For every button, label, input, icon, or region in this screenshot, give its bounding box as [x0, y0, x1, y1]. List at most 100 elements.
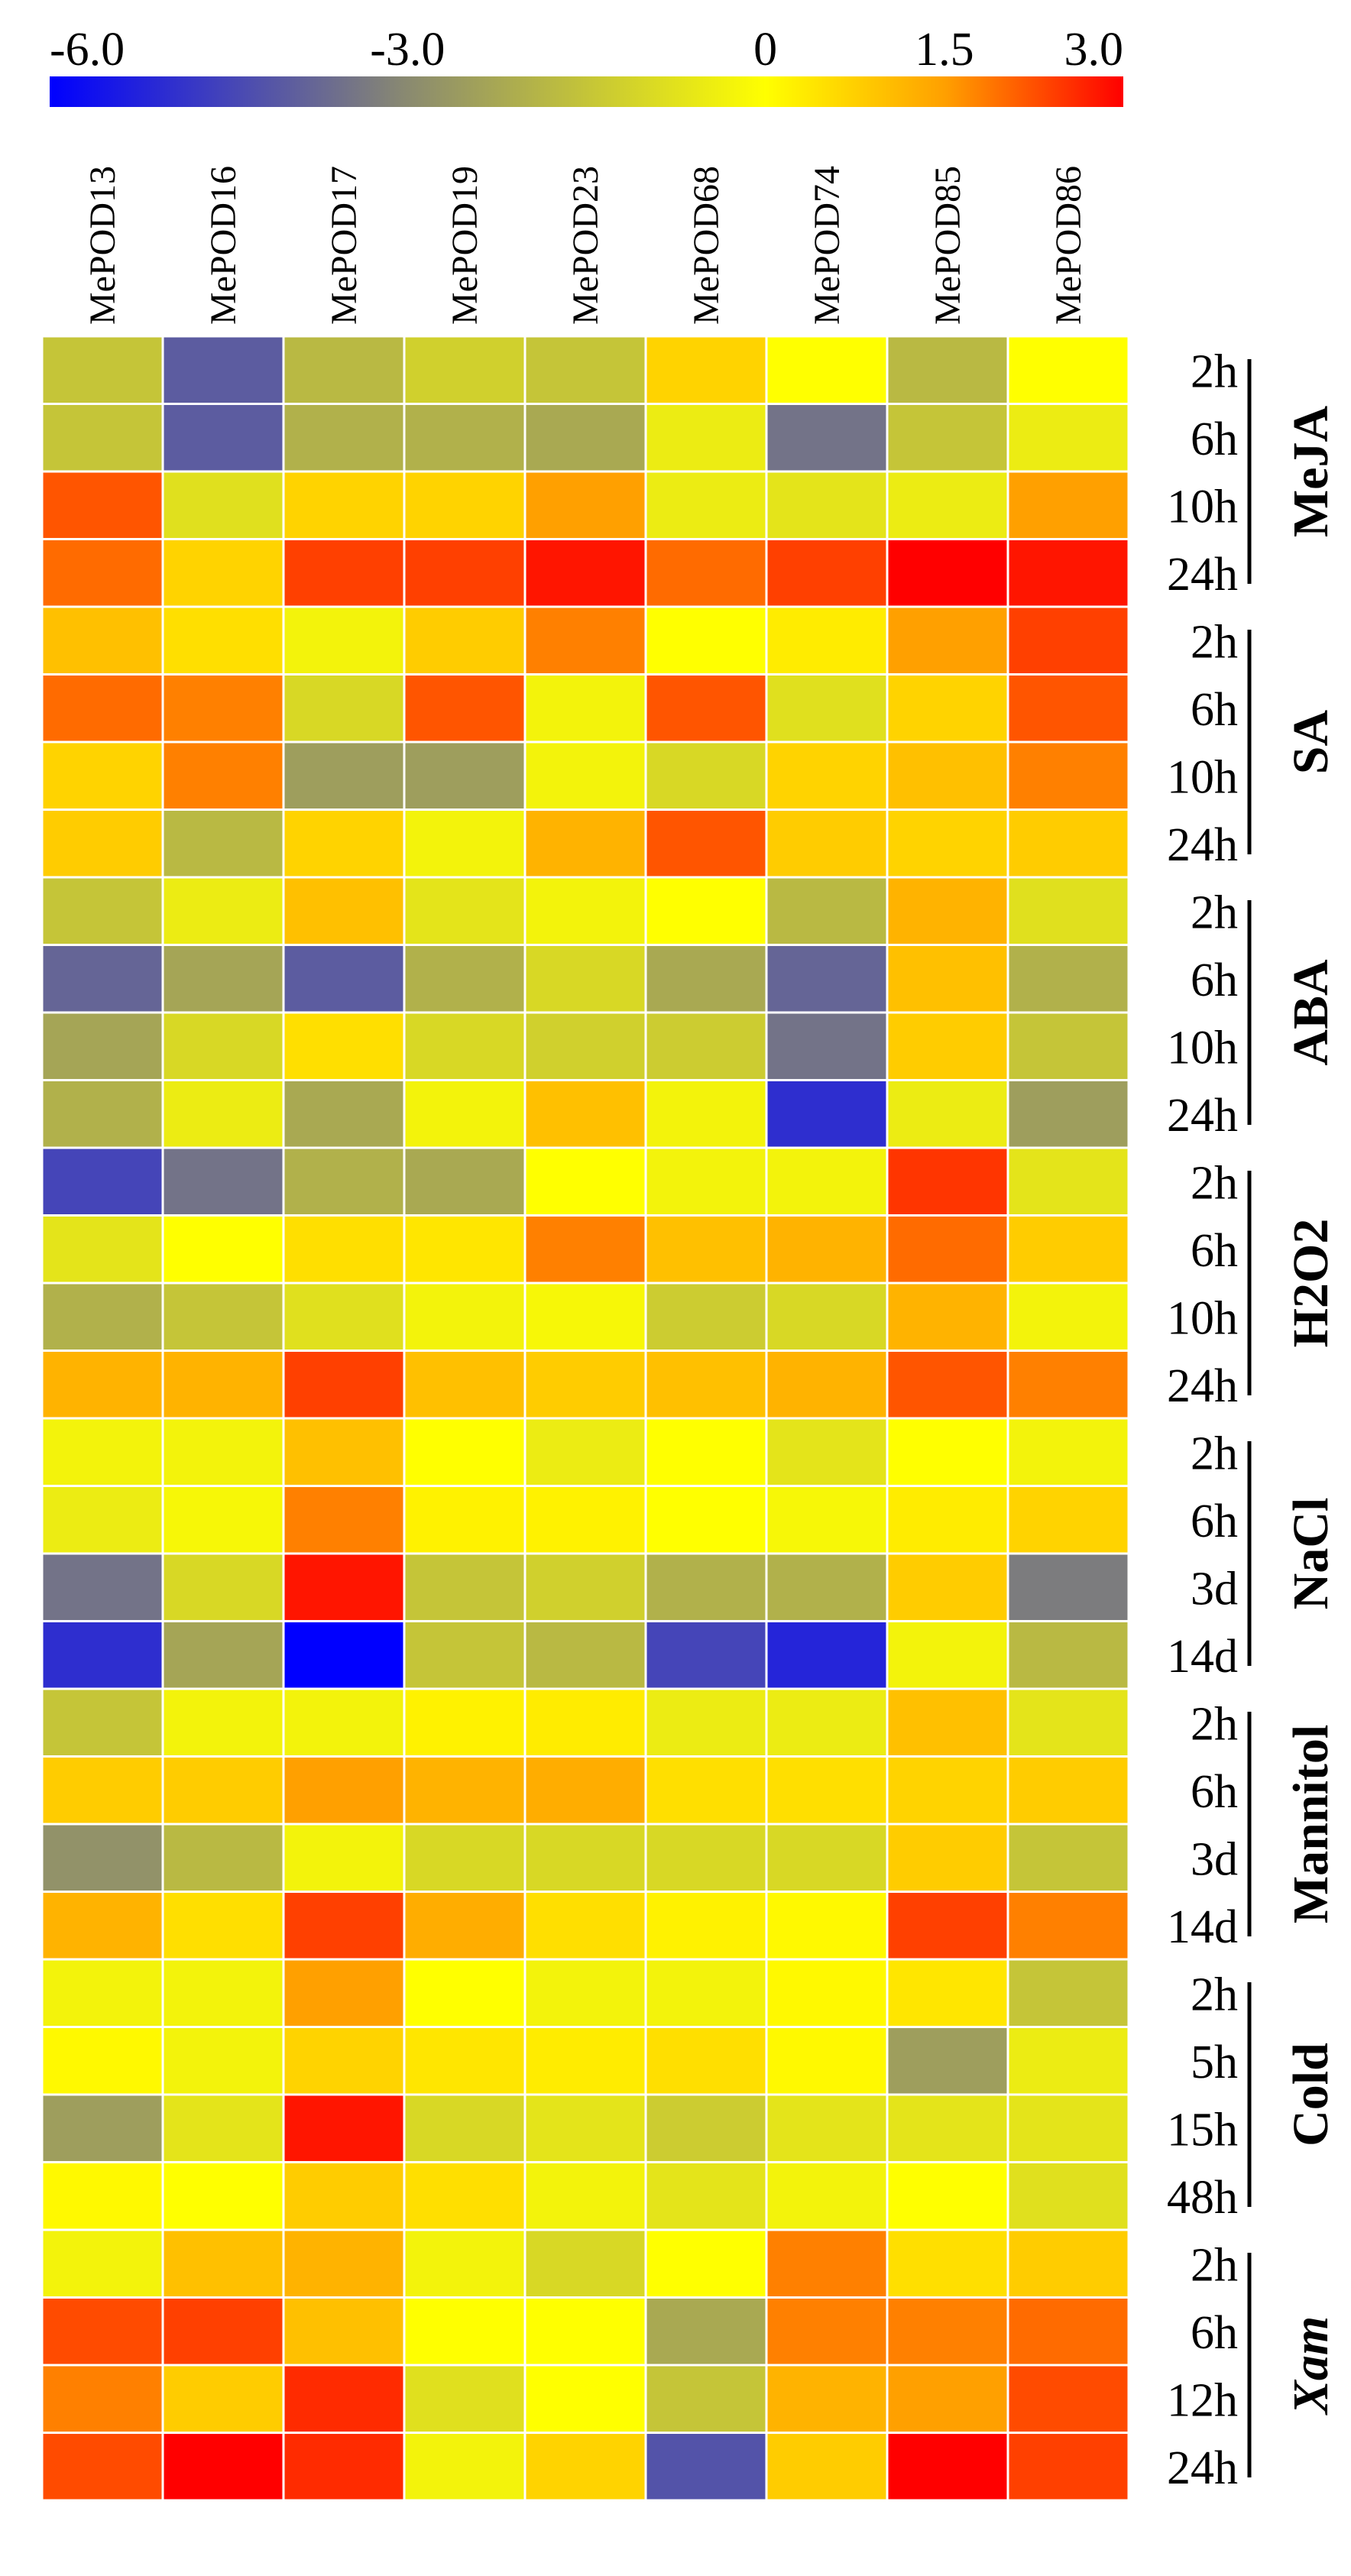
heatmap-cell: [161, 605, 285, 676]
heatmap-cell: [282, 2364, 406, 2434]
heatmap-cell: [403, 1146, 526, 1217]
heatmap-cell: [1006, 2161, 1130, 2231]
heatmap-cell: [161, 1687, 285, 1758]
heatmap-cell: [282, 673, 406, 744]
heatmap-cell: [523, 403, 647, 473]
heatmap-cell: [282, 1891, 406, 1961]
heatmap-cell: [161, 944, 285, 1014]
heatmap-cell: [886, 2161, 1009, 2231]
heatmap-cell: [40, 1079, 164, 1149]
heatmap-cell: [644, 876, 768, 946]
heatmap-cell: [644, 2364, 768, 2434]
row-label: 14d: [1167, 1631, 1238, 1683]
heatmap-cell: [644, 1823, 768, 1893]
heatmap-cell: [644, 944, 768, 1014]
heatmap-cell: [523, 1079, 647, 1149]
heatmap-cell: [40, 808, 164, 879]
heatmap-cell: [765, 538, 889, 608]
heatmap-cell: [523, 1417, 647, 1487]
heatmap-cell: [523, 1755, 647, 1826]
heatmap-cell: [644, 1755, 768, 1826]
heatmap-cell: [886, 1011, 1009, 1081]
heatmap-cell: [161, 1079, 285, 1149]
row-label: 15h: [1167, 2104, 1238, 2156]
heatmap-cell: [765, 876, 889, 946]
heatmap-cell: [161, 876, 285, 946]
heatmap-cell: [282, 1552, 406, 1622]
heatmap-cell: [765, 1823, 889, 1893]
heatmap-cell: [40, 1011, 164, 1081]
heatmap-cell: [765, 1079, 889, 1149]
heatmap-cell: [523, 538, 647, 608]
row-label: 6h: [1191, 684, 1238, 736]
group-label: Cold: [1283, 2043, 1339, 2147]
heatmap-cell: [523, 1146, 647, 1217]
heatmap-cell: [765, 2228, 889, 2299]
heatmap-cell: [161, 1755, 285, 1826]
column-label: MePOD19: [445, 166, 485, 325]
heatmap-cell: [886, 1079, 1009, 1149]
heatmap-cell: [644, 740, 768, 811]
row-label: 10h: [1167, 1022, 1238, 1074]
heatmap-cell: [282, 1823, 406, 1893]
group-label: Xam: [1283, 2316, 1339, 2416]
heatmap-cell: [644, 2228, 768, 2299]
heatmap-cell: [403, 944, 526, 1014]
heatmap-cell: [886, 876, 1009, 946]
heatmap-cell: [40, 403, 164, 473]
heatmap-cell: [1006, 2364, 1130, 2434]
heatmap-cell: [886, 538, 1009, 608]
heatmap-cell: [523, 1891, 647, 1961]
heatmap-cell: [40, 1755, 164, 1826]
heatmap-cell: [282, 1350, 406, 1420]
heatmap-cell: [1006, 1079, 1130, 1149]
heatmap-cell: [886, 2296, 1009, 2367]
heatmap-cell: [523, 2026, 647, 2096]
colorbar-tick-label: 3.0: [1064, 24, 1124, 76]
heatmap-cell: [161, 2296, 285, 2367]
row-label: 14d: [1167, 1901, 1238, 1953]
heatmap-cell: [1006, 1687, 1130, 1758]
heatmap-cell: [644, 1620, 768, 1690]
heatmap-cell: [765, 2093, 889, 2163]
heatmap-cell: [1006, 1958, 1130, 2028]
heatmap-cell: [403, 335, 526, 405]
heatmap-cell: [40, 1417, 164, 1487]
column-label: MePOD16: [203, 166, 244, 325]
heatmap-cell: [282, 1485, 406, 1555]
heatmap-cell: [161, 335, 285, 405]
heatmap-cell: [282, 1958, 406, 2028]
heatmap-cell: [403, 2093, 526, 2163]
heatmap-cell: [403, 1350, 526, 1420]
heatmap-cell: [40, 1958, 164, 2028]
heatmap-cell: [40, 2432, 164, 2502]
heatmap-cell: [1006, 1823, 1130, 1893]
heatmap-cell: [523, 1282, 647, 1352]
heatmap-cell: [403, 1417, 526, 1487]
heatmap-cell: [523, 673, 647, 744]
colorbar: -6.0 -3.0 0 1.5 3.0: [50, 24, 1123, 107]
group-label: H2O2: [1283, 1219, 1339, 1348]
heatmap-cell: [523, 2296, 647, 2367]
heatmap-cell: [644, 2026, 768, 2096]
heatmap-cell: [886, 1485, 1009, 1555]
heatmap-cell: [161, 1350, 285, 1420]
heatmap-cell: [644, 403, 768, 473]
heatmap-cell: [282, 2432, 406, 2502]
row-label: 2h: [1191, 886, 1238, 938]
heatmap-cell: [644, 2161, 768, 2231]
row-label: 2h: [1191, 2239, 1238, 2291]
heatmap-cell: [523, 1214, 647, 1285]
heatmap-cell: [403, 1687, 526, 1758]
heatmap-cell: [1006, 2026, 1130, 2096]
heatmap-cell: [1006, 876, 1130, 946]
heatmap-cell: [161, 1417, 285, 1487]
heatmap-cell: [523, 605, 647, 676]
heatmap-cell: [282, 1620, 406, 1690]
heatmap-cell: [765, 403, 889, 473]
heatmap-cell: [886, 808, 1009, 879]
row-label: 3d: [1191, 1563, 1238, 1615]
row-label: 48h: [1167, 2172, 1238, 2224]
group-label: SA: [1283, 709, 1339, 774]
